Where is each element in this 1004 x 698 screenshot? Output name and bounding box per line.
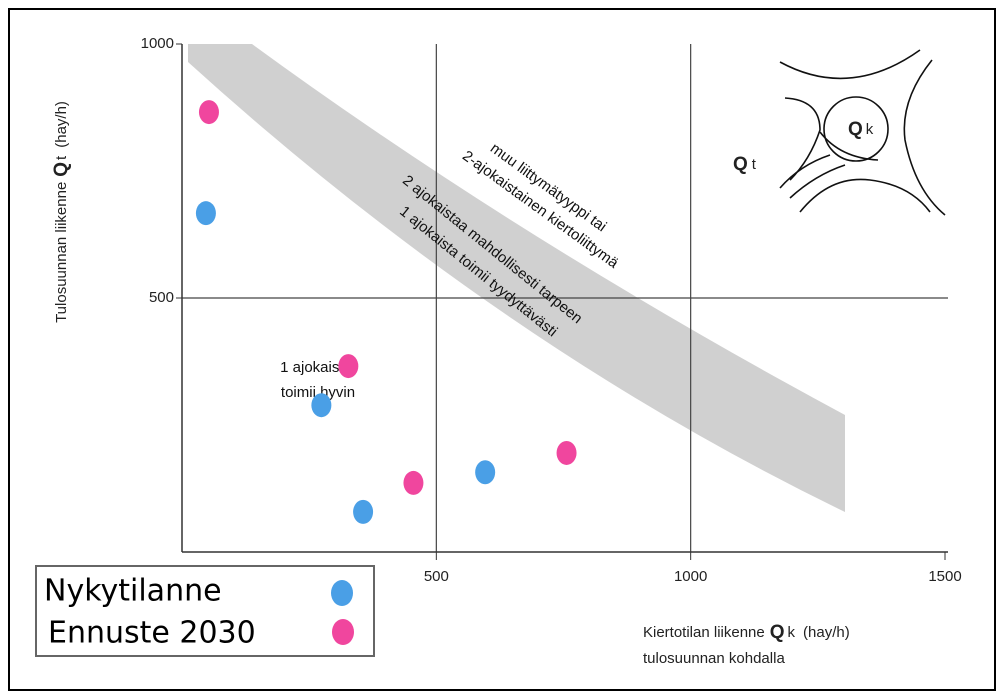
annotation: 1 ajokaista	[280, 359, 352, 376]
x-tick-label: 500	[424, 568, 449, 585]
x-tick-label: 1000	[674, 568, 707, 585]
point	[311, 393, 332, 418]
flow-arrow	[789, 164, 846, 199]
legend-marker	[331, 580, 353, 606]
road-edge	[784, 97, 821, 181]
y-axis-label-part: Tulosuunnan liikenne	[53, 182, 70, 323]
point	[403, 470, 424, 495]
inset-label-sub: k	[866, 121, 874, 138]
x-axis-label-part: k	[788, 624, 796, 641]
grid	[176, 43, 948, 560]
point	[475, 460, 496, 485]
y-axis-label-part: (hay/h)	[53, 101, 70, 148]
point	[353, 499, 374, 524]
road-edge	[799, 178, 931, 213]
x-axis-label-part: Q	[770, 622, 785, 643]
flow-arrow	[819, 131, 879, 161]
legend-label: Nykytilanne	[44, 574, 222, 609]
points	[195, 100, 577, 524]
inset-label-main: Q	[848, 119, 863, 140]
legend-label: Ennuste 2030	[48, 616, 256, 651]
legend	[35, 565, 375, 657]
inset-label-main: Q	[733, 154, 748, 175]
x-axis-label: tulosuunnan kohdalla	[643, 650, 785, 667]
flow-arrow	[779, 154, 831, 189]
y-axis-label-part: t	[53, 155, 70, 160]
y-axis-label-part: Q	[51, 162, 72, 177]
roundabout-ring	[823, 96, 889, 162]
point	[198, 100, 219, 125]
y-tick-label: 500	[149, 289, 174, 306]
inset-label-sub: t	[752, 156, 757, 173]
road-edge	[903, 59, 946, 216]
x-tick-label: 1500	[928, 568, 961, 585]
annotation: toimii hyvin	[281, 384, 355, 401]
x-axis-label-part: Kiertotilan liikenne	[643, 624, 765, 641]
y-axis-label: Tulosuunnan liikenne Qt (hay/h)	[51, 101, 72, 323]
legend-marker	[332, 619, 354, 645]
y-tick-label: 1000	[141, 35, 174, 52]
point	[338, 354, 359, 379]
road-edge	[779, 49, 921, 80]
point	[556, 440, 577, 465]
point	[195, 201, 216, 226]
x-axis-label-part: (hay/h)	[803, 624, 850, 641]
capacity-band	[188, 44, 845, 512]
inset-diagram	[779, 49, 946, 216]
